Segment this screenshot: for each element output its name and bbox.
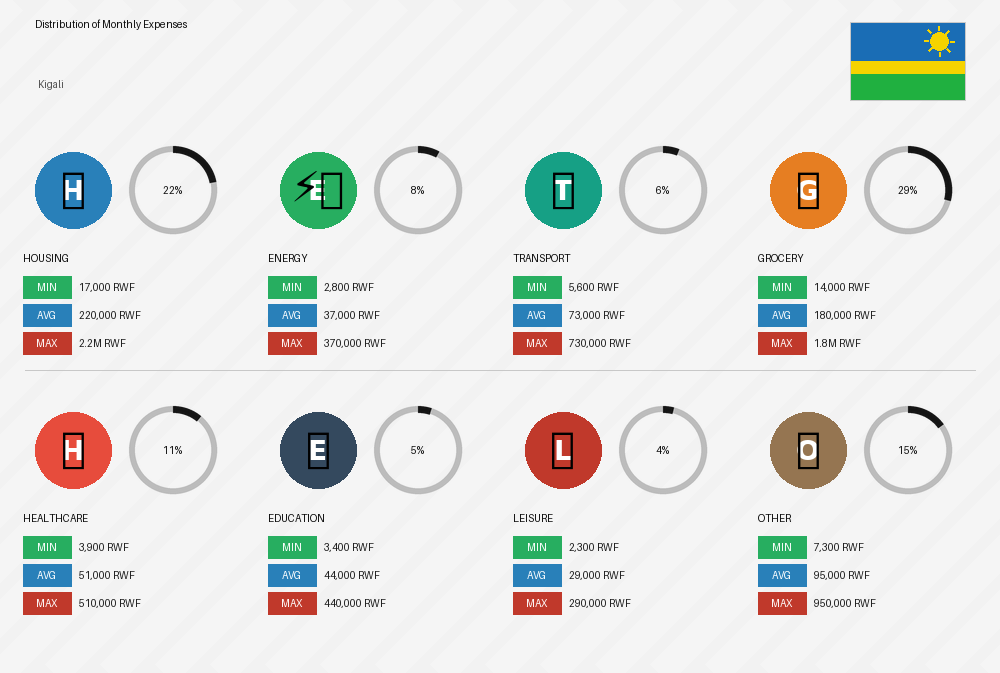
Text: 🏥: 🏥 bbox=[60, 429, 86, 471]
Text: ⚡🏠: ⚡🏠 bbox=[291, 169, 345, 211]
Text: 🚌: 🚌 bbox=[550, 169, 576, 211]
Text: 🏢: 🏢 bbox=[60, 169, 86, 211]
Text: 💰: 💰 bbox=[796, 429, 820, 471]
Text: 🎓: 🎓 bbox=[306, 429, 330, 471]
Text: 🛒: 🛒 bbox=[796, 169, 820, 211]
Text: 🛍️: 🛍️ bbox=[550, 429, 576, 471]
